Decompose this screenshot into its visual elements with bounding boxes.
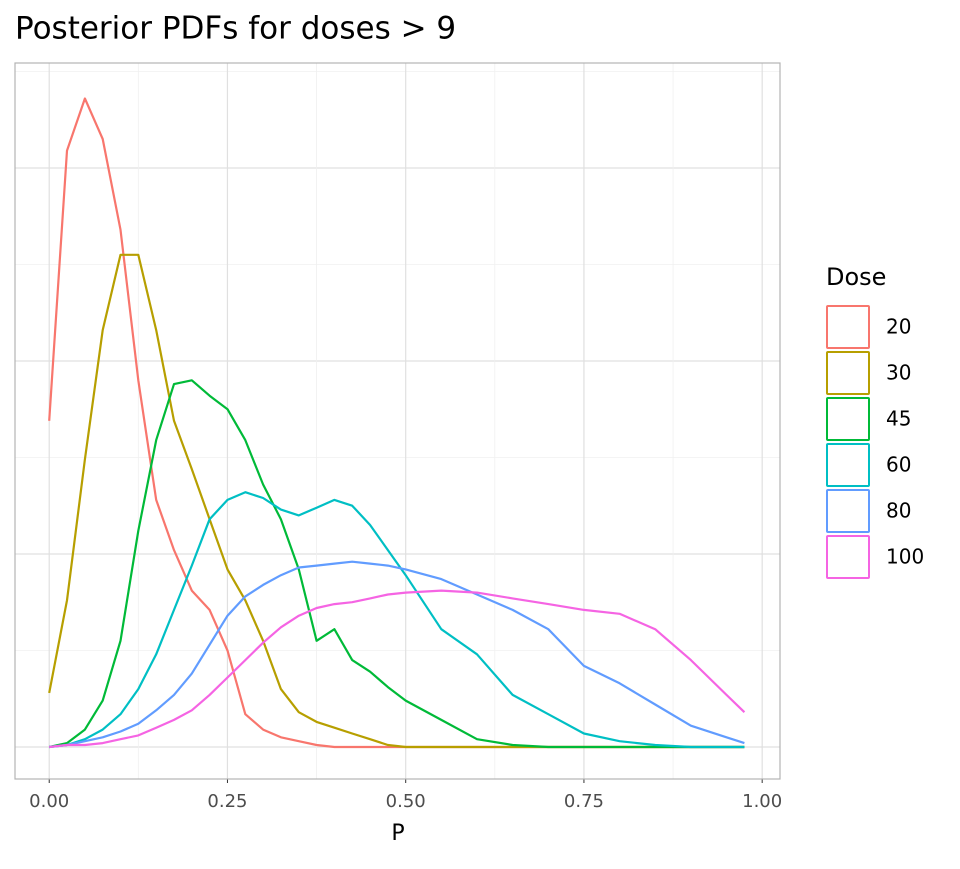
density-line	[49, 491, 745, 749]
density-line	[48, 379, 745, 749]
density-line	[48, 97, 745, 749]
legend-key	[826, 351, 870, 395]
legend-key	[826, 535, 870, 579]
legend-key	[826, 305, 870, 349]
legend-label: 80	[886, 499, 911, 523]
legend-key	[826, 443, 870, 487]
legend-key	[826, 397, 870, 441]
legend-label: 100	[886, 545, 924, 569]
density-line	[48, 253, 745, 749]
x-tick-label: 0.25	[207, 791, 247, 812]
legend-label: 30	[886, 361, 911, 385]
legend-label: 20	[886, 315, 911, 339]
panel-border	[14, 62, 781, 780]
chart-title: Posterior PDFs for doses > 9	[15, 11, 456, 47]
x-tick-label: 0.50	[386, 791, 426, 812]
density-line	[49, 589, 746, 749]
x-axis-title: P	[391, 821, 404, 846]
density-line	[49, 560, 745, 749]
x-tick-label: 1.00	[742, 791, 782, 812]
legend-label: 60	[886, 453, 911, 477]
legend-key	[826, 489, 870, 533]
legend-label: 45	[886, 407, 911, 431]
x-tick-label: 0.75	[564, 791, 604, 812]
legend-title: Dose	[826, 263, 886, 291]
x-tick-label: 0.00	[29, 791, 69, 812]
